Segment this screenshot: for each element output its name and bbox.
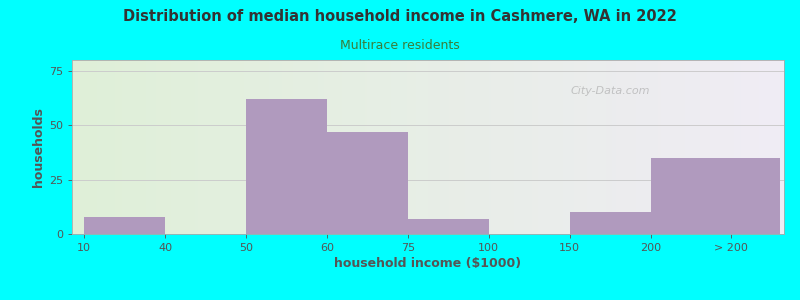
Y-axis label: households: households [32, 107, 45, 187]
Bar [408, 219, 489, 234]
Text: City-Data.com: City-Data.com [570, 86, 650, 96]
Bar [570, 212, 650, 234]
X-axis label: household income ($1000): household income ($1000) [334, 257, 522, 270]
Bar [84, 217, 165, 234]
Text: Multirace residents: Multirace residents [340, 39, 460, 52]
Text: Distribution of median household income in Cashmere, WA in 2022: Distribution of median household income … [123, 9, 677, 24]
Bar [246, 99, 327, 234]
Bar [650, 158, 780, 234]
Bar [327, 132, 408, 234]
